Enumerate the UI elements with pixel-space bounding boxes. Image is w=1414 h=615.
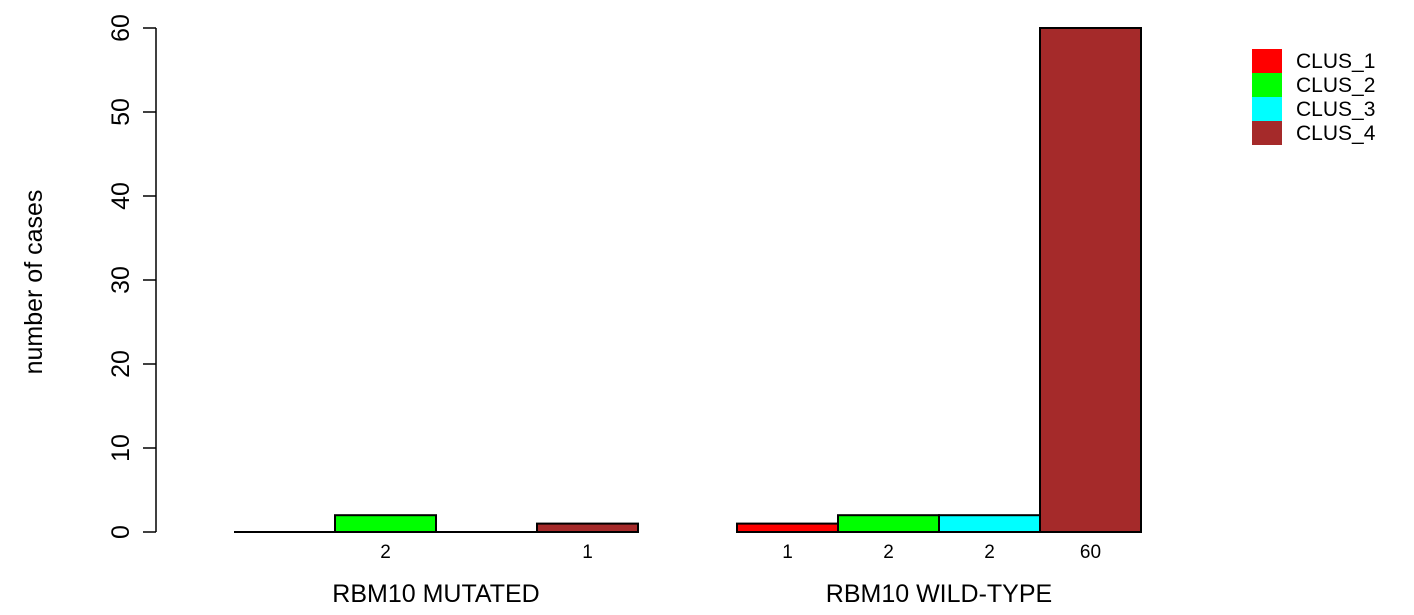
- y-tick-label: 0: [107, 525, 135, 539]
- legend-swatch-clus_1: [1252, 49, 1282, 73]
- bar-clus_4-1: [1039, 27, 1142, 533]
- bar-count-label: 1: [582, 542, 593, 563]
- y-tick-label: 60: [107, 14, 135, 42]
- legend-swatch-clus_2: [1252, 73, 1282, 97]
- bar-clus_3-1: [938, 514, 1041, 534]
- bar-count-labels: 2 1 1 2 2 60: [380, 542, 1101, 563]
- legend-label-clus_4: CLUS_4: [1296, 122, 1376, 145]
- legend-label-clus_1: CLUS_1: [1296, 50, 1375, 73]
- bar-count-label: 2: [883, 542, 894, 563]
- bar-clus_4-0: [536, 522, 639, 533]
- y-tick-label: 40: [107, 182, 135, 210]
- bar-clus_2-1: [837, 514, 940, 534]
- bar-count-label: 2: [380, 542, 391, 563]
- legend-label-clus_2: CLUS_2: [1296, 74, 1375, 97]
- category-label: RBM10 MUTATED: [332, 580, 539, 608]
- y-tick-label: 50: [107, 98, 135, 126]
- category-label: RBM10 WILD-TYPE: [826, 580, 1052, 608]
- bar-clus_1-1: [736, 522, 839, 533]
- bar-count-label: 60: [1080, 542, 1101, 563]
- y-tick-label: 30: [107, 266, 135, 294]
- bars: [234, 27, 1142, 534]
- bar-count-label: 1: [782, 542, 793, 563]
- y-tick-label: 10: [107, 434, 135, 462]
- legend-swatch-clus_4: [1252, 121, 1282, 145]
- y-axis: 0 10 20 30 40 50 60: [107, 14, 157, 539]
- bar-clus_2-0: [334, 514, 437, 534]
- y-tick-label: 20: [107, 350, 135, 378]
- group-labels: RBM10 MUTATED RBM10 WILD-TYPE: [332, 580, 1052, 608]
- legend-swatch-clus_3: [1252, 97, 1282, 121]
- bar-count-label: 2: [984, 542, 995, 563]
- legend-label-clus_3: CLUS_3: [1296, 98, 1375, 121]
- y-axis-label: number of cases: [20, 190, 48, 375]
